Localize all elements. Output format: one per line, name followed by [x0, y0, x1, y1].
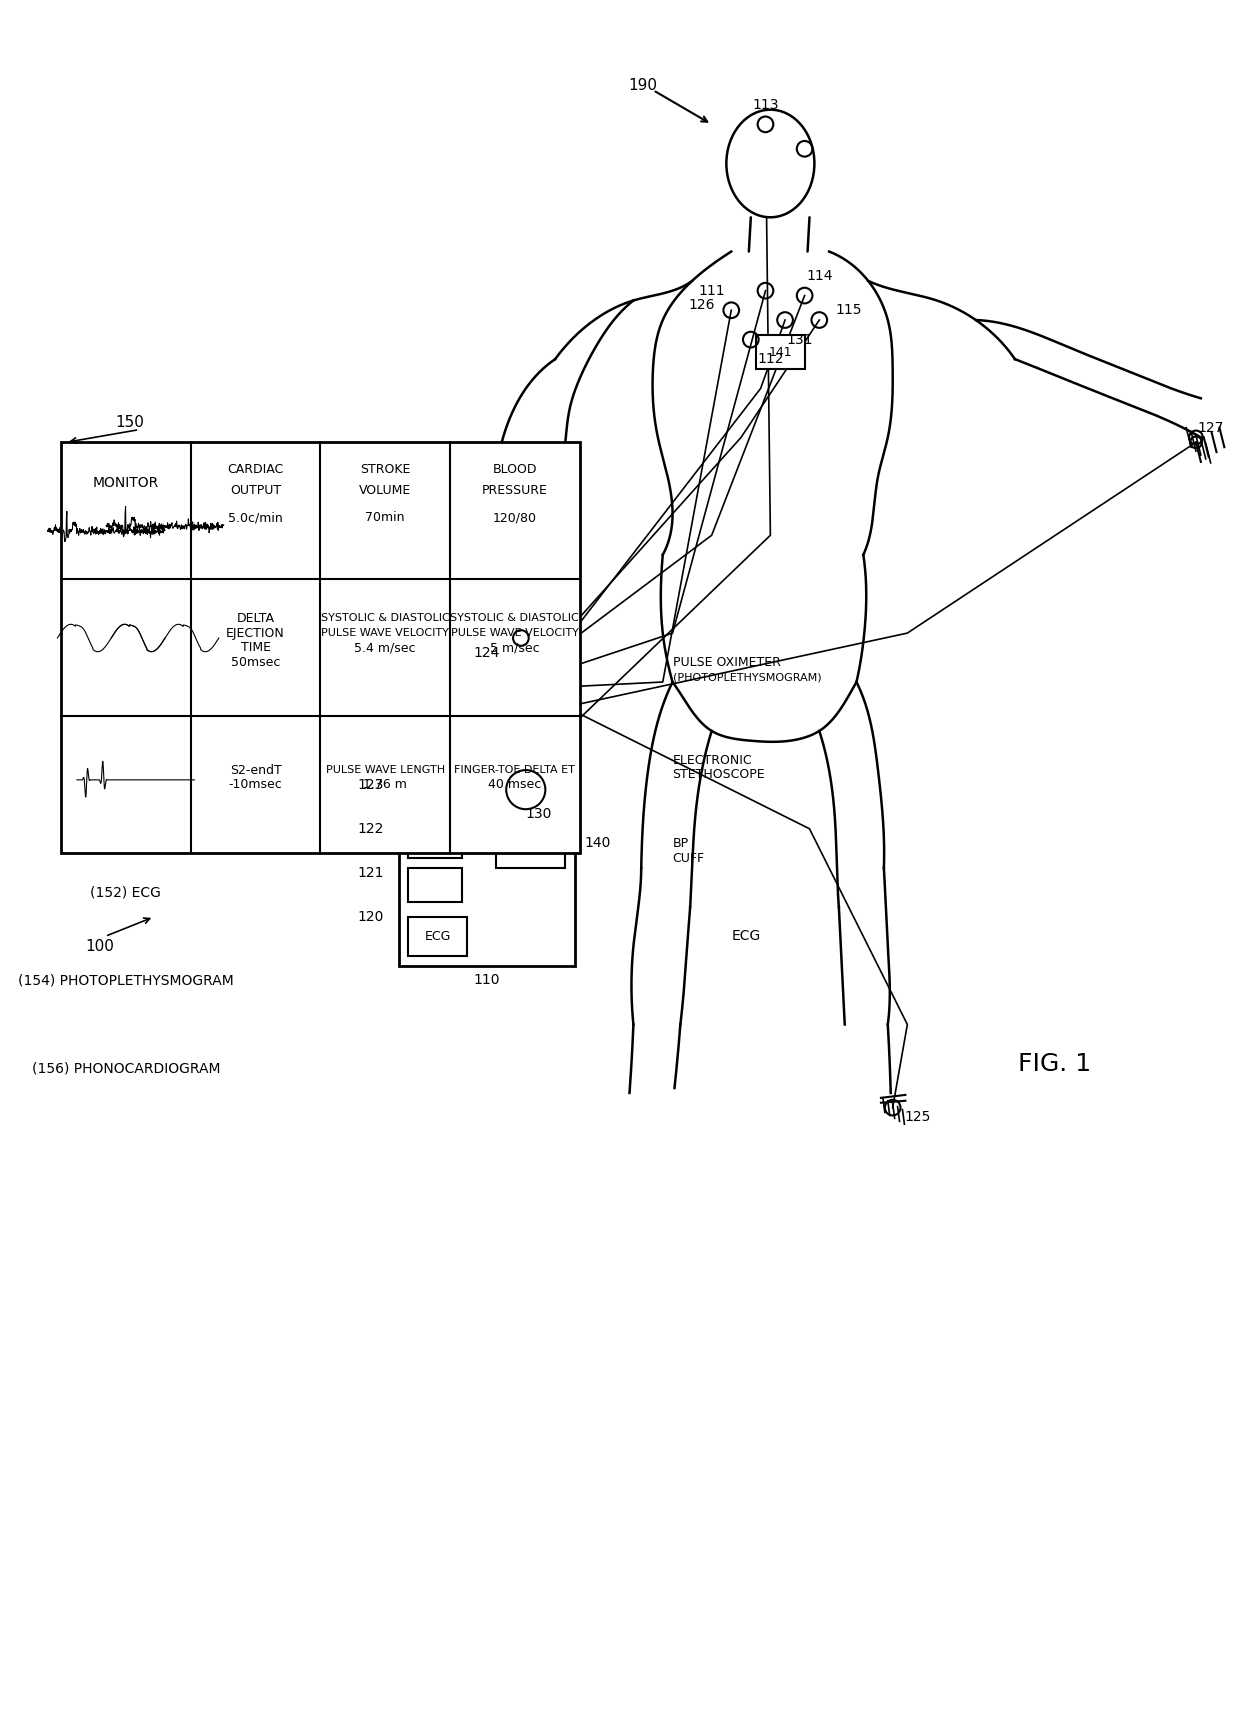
- Text: PULSE WAVE LENGTH: PULSE WAVE LENGTH: [326, 766, 445, 776]
- Text: CUFF: CUFF: [672, 852, 704, 864]
- Text: OUTPUT: OUTPUT: [229, 484, 281, 496]
- Text: BLOOD: BLOOD: [492, 463, 537, 477]
- Bar: [408, 779, 463, 814]
- Text: 190: 190: [629, 78, 657, 93]
- Bar: [61, 442, 579, 854]
- Text: SYSTOLIC & DIASTOLIC: SYSTOLIC & DIASTOLIC: [450, 613, 579, 624]
- Text: 100: 100: [86, 938, 114, 954]
- Text: FINGER-TOE DELTA ET: FINGER-TOE DELTA ET: [454, 766, 575, 776]
- Text: 130: 130: [526, 807, 552, 821]
- Text: ECG: ECG: [424, 930, 451, 943]
- Text: 150: 150: [115, 415, 144, 430]
- Text: 115: 115: [836, 302, 862, 318]
- Text: 5.4 m/sec: 5.4 m/sec: [355, 641, 415, 655]
- Text: 120/80: 120/80: [492, 511, 537, 524]
- Text: 1.76 m: 1.76 m: [363, 778, 407, 791]
- Text: 113: 113: [753, 98, 779, 112]
- Text: 50msec: 50msec: [231, 657, 280, 669]
- Text: (PHOTOPLETHYSMOGRAM): (PHOTOPLETHYSMOGRAM): [672, 672, 821, 683]
- Ellipse shape: [727, 109, 815, 218]
- Text: 127: 127: [1198, 420, 1224, 435]
- Text: MONITOR: MONITOR: [93, 477, 159, 491]
- Text: PULSE WAVE VELOCITY: PULSE WAVE VELOCITY: [321, 627, 449, 638]
- Text: CARDIAC: CARDIAC: [227, 463, 284, 477]
- Text: 140: 140: [584, 836, 611, 850]
- Text: 131: 131: [786, 332, 813, 347]
- Text: PULSE WAVE VELOCITY: PULSE WAVE VELOCITY: [451, 627, 579, 638]
- Text: TIME: TIME: [241, 641, 270, 655]
- Text: VOLUME: VOLUME: [360, 484, 412, 496]
- Text: 123: 123: [357, 778, 384, 791]
- Text: 40 msec: 40 msec: [489, 778, 542, 791]
- Text: 114: 114: [806, 270, 832, 283]
- Text: 120: 120: [357, 911, 384, 924]
- Bar: [408, 867, 463, 902]
- Text: S2-endT: S2-endT: [229, 764, 281, 776]
- Bar: [755, 335, 805, 370]
- Bar: [408, 918, 467, 956]
- Text: 141: 141: [769, 346, 792, 359]
- Text: 121: 121: [357, 866, 384, 880]
- Text: 125: 125: [904, 1111, 930, 1125]
- Text: ELECTRONIC: ELECTRONIC: [672, 753, 753, 767]
- Text: 5 m/sec: 5 m/sec: [490, 641, 539, 655]
- Text: STROKE: STROKE: [360, 463, 410, 477]
- Text: 126: 126: [688, 299, 715, 313]
- Text: BP: BP: [672, 836, 688, 850]
- Text: 110: 110: [474, 973, 500, 987]
- Bar: [398, 672, 574, 966]
- Text: STETHOSCOPE: STETHOSCOPE: [672, 769, 765, 781]
- Text: (156) PHONOCARDIOGRAM: (156) PHONOCARDIOGRAM: [32, 1061, 221, 1075]
- Text: SYSTOLIC & DIASTOLIC: SYSTOLIC & DIASTOLIC: [321, 613, 450, 624]
- Text: (154) PHOTOPLETHYSMOGRAM: (154) PHOTOPLETHYSMOGRAM: [19, 973, 234, 987]
- Text: 112: 112: [758, 353, 784, 366]
- Text: 5.0c/min: 5.0c/min: [228, 511, 283, 524]
- Text: ECG: ECG: [732, 930, 760, 943]
- Text: (152) ECG: (152) ECG: [91, 885, 161, 899]
- Text: DELTA: DELTA: [237, 612, 274, 626]
- Text: PULSE OXIMETER: PULSE OXIMETER: [672, 657, 780, 669]
- Text: FIG. 1: FIG. 1: [1018, 1052, 1091, 1075]
- Text: 124: 124: [474, 646, 500, 660]
- Bar: [496, 819, 565, 867]
- Text: EJECTION: EJECTION: [226, 627, 285, 639]
- Text: 122: 122: [357, 823, 384, 836]
- Text: -10msec: -10msec: [228, 778, 283, 791]
- Text: 70min: 70min: [366, 511, 405, 524]
- Bar: [408, 824, 463, 859]
- Text: 111: 111: [698, 283, 725, 297]
- Text: PRESSURE: PRESSURE: [482, 484, 548, 496]
